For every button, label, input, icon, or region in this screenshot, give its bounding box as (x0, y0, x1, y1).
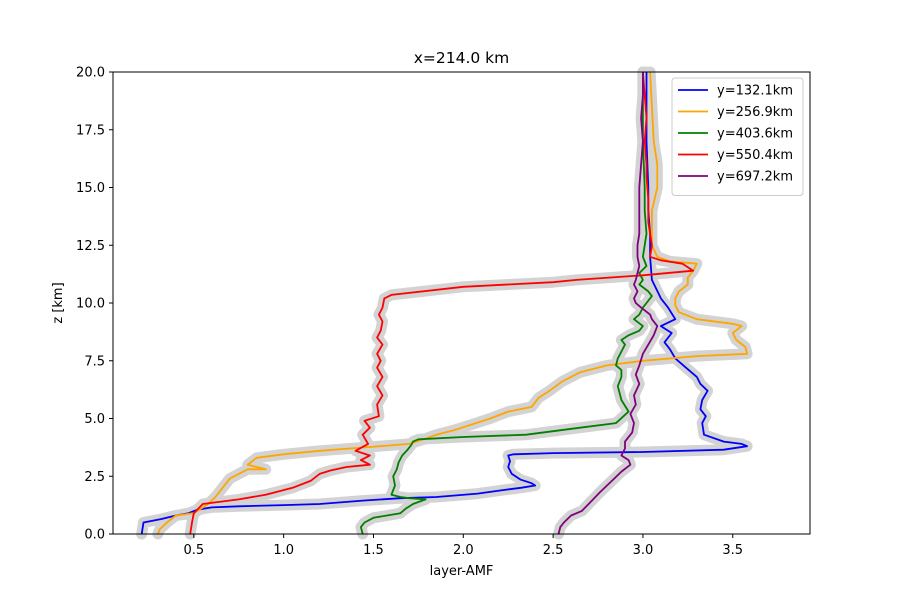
legend-label-5: y=697.2km (717, 170, 793, 185)
series-line-2 (157, 71, 748, 535)
x-tick-label: 3.5 (722, 543, 743, 558)
legend: y=132.1km y=256.9km y=403.6km y=550.4km y=69… (671, 77, 804, 196)
legend-label-3: y=403.6km (717, 127, 793, 142)
y-tick-label: 15.0 (76, 181, 105, 196)
y-axis-label: z [km] (51, 282, 66, 323)
series-line-4 (189, 71, 695, 535)
series-line-3 (360, 72, 653, 535)
y-tick-label: 12.5 (76, 239, 105, 254)
y-axis: 0.0 2.5 5.0 7.5 10.0 12.5 15.0 17.5 20.0 (76, 66, 113, 543)
chart-title: x=214.0 km (414, 49, 510, 67)
x-tick-label: 1.0 (273, 543, 294, 558)
y-tick-label: 17.5 (76, 123, 105, 138)
y-tick-label: 2.5 (84, 470, 105, 485)
y-tick-label: 0.0 (84, 528, 105, 543)
series-line-1 (140, 72, 748, 535)
x-tick-label: 0.5 (183, 543, 204, 558)
x-axis-label: layer-AMF (430, 564, 494, 579)
y-tick-label: 5.0 (84, 412, 105, 427)
y-tick-label: 10.0 (76, 297, 105, 312)
series-lines (140, 71, 748, 535)
legend-label-2: y=256.9km (717, 105, 793, 120)
y-tick-label: 7.5 (84, 354, 105, 369)
y-tick-label: 20.0 (76, 66, 105, 81)
series-line-5 (557, 72, 659, 535)
x-tick-label: 3.0 (633, 543, 654, 558)
x-axis: 0.5 1.0 1.5 2.0 2.5 3.0 3.5 (183, 534, 743, 558)
x-tick-label: 2.0 (453, 543, 474, 558)
x-tick-label: 2.5 (543, 543, 564, 558)
x-tick-label: 1.5 (363, 543, 384, 558)
legend-box (671, 77, 804, 196)
legend-label-1: y=132.1km (717, 84, 793, 99)
legend-label-4: y=550.4km (717, 148, 793, 163)
